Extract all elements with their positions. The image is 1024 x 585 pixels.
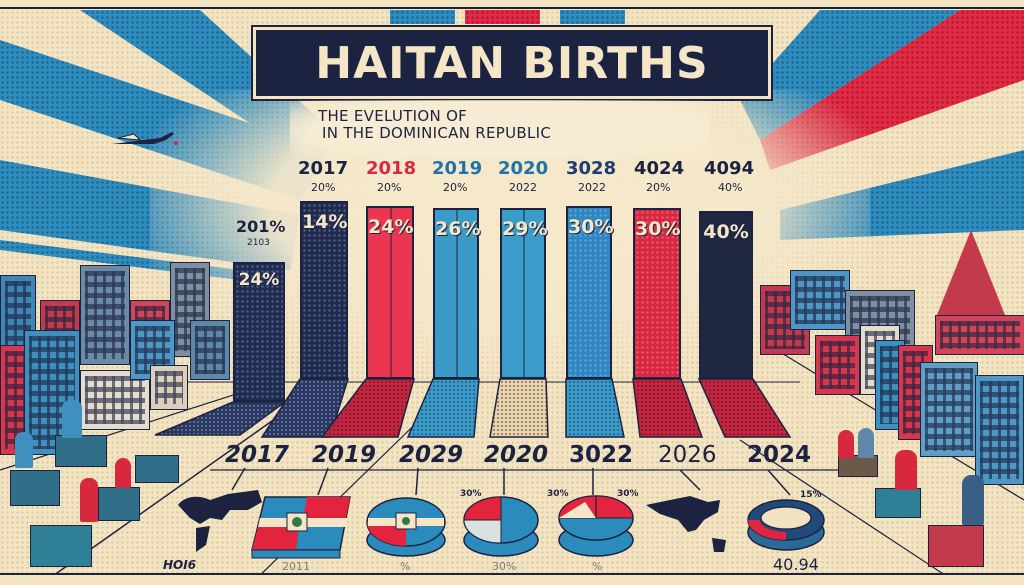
timeline-year-5: 2026 [658, 442, 717, 468]
donut-bottom-value: 40.94 [773, 555, 819, 574]
timeline-year-0: 2017 [225, 442, 290, 468]
timeline-year-4: 3022 [569, 442, 634, 468]
icon-label-1: 2011 [282, 560, 310, 573]
bar-year-0: 2017 [298, 158, 349, 179]
bar-year-5: 4024 [634, 158, 685, 179]
bar-1: 24% [366, 206, 414, 379]
bar-sub-3: 2022 [509, 181, 537, 194]
side-annotation-sub: 2103 [247, 238, 270, 248]
pie-chart-1 [463, 496, 539, 557]
timeline-year-2: 2029 [399, 442, 464, 468]
frame-top-border [0, 0, 1024, 9]
icon-label-2: % [400, 560, 411, 573]
pie-1-top-label: 30% [460, 489, 482, 499]
bar-year-6: 4094 [704, 158, 755, 179]
side-bar: 24% [233, 262, 285, 402]
bar-2: 26% [433, 208, 480, 379]
pie-chart-2 [558, 495, 634, 557]
bar-sub-0: 20% [311, 181, 336, 194]
timeline-year-3: 2020 [484, 442, 549, 468]
bar-year-3: 2020 [498, 158, 549, 179]
bar-sub-5: 20% [646, 181, 671, 194]
world-map-icon [178, 490, 262, 552]
bar-sub-6: 40% [718, 181, 743, 194]
subtitle-line-2: IN THE DOMINICAN REPUBLIC [322, 124, 552, 142]
bar-year-2: 2019 [432, 158, 483, 179]
bar-3: 29% [500, 208, 547, 379]
bar-year-1: 2018 [366, 158, 417, 179]
bar-year-4: 3028 [566, 158, 617, 179]
subtitle-band [290, 100, 710, 158]
donut-top-label: 15% [800, 490, 822, 500]
dominican-flag-square [251, 496, 351, 559]
dominican-flag-pie [366, 497, 446, 557]
timeline-year-6: 2024 [747, 442, 812, 468]
icon-label-4: % [592, 560, 603, 573]
page-title: HAITAN BIRTHS [315, 37, 709, 89]
donut-chart [747, 499, 825, 551]
side-annotation-top: 201% [236, 217, 286, 236]
frame-bottom-border [0, 573, 1024, 585]
airplane-icon [112, 132, 178, 145]
bar-0: 14% [300, 201, 348, 379]
pie-2-top-label-left: 30% [547, 489, 569, 499]
subtitle-line-1: THE EVELUTION OF [318, 107, 468, 125]
title-banner: HAITAN BIRTHS [251, 25, 773, 101]
bar-5: 30% [633, 208, 681, 379]
bar-sub-2: 20% [443, 181, 468, 194]
timeline-year-1: 2019 [312, 442, 377, 468]
bar-4: 30% [566, 206, 613, 379]
pie-2-top-label-right: 30% [617, 489, 639, 499]
bar-sub-4: 2022 [578, 181, 606, 194]
bar-6: 40% [699, 211, 753, 379]
icon-label-0: HOI6 [163, 558, 197, 572]
icon-label-3: 30% [492, 560, 517, 573]
north-america-map-icon [646, 496, 726, 552]
bar-sub-1: 20% [377, 181, 402, 194]
